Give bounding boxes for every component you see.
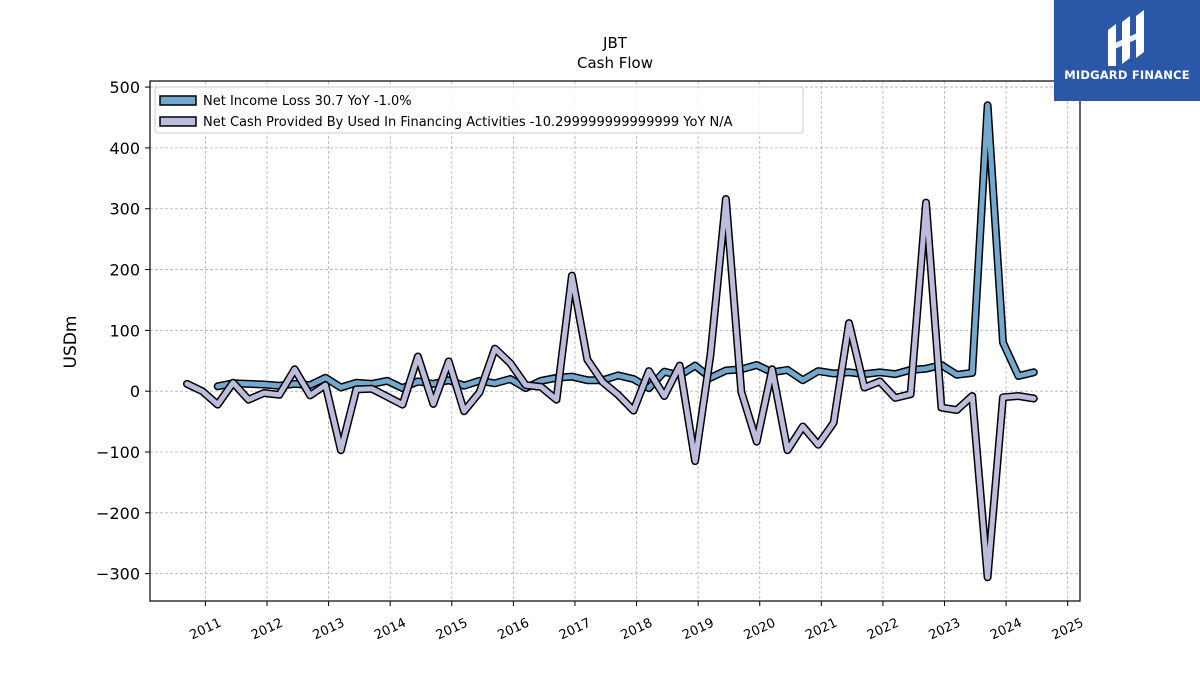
legend-box: [154, 86, 804, 134]
y-tick-label: 300: [109, 200, 140, 219]
series-line: [184, 196, 1037, 580]
legend-swatch: [159, 95, 197, 106]
grid-lines: [150, 81, 1080, 601]
x-tick-label: 2023: [927, 616, 963, 644]
legend-label: Net Income Loss 30.7 YoY -1.0%: [203, 94, 412, 109]
y-tick-label: 0: [130, 382, 140, 401]
x-tick-label: 2020: [742, 616, 778, 644]
series-line: [215, 102, 1037, 391]
x-tick-label: 2018: [619, 616, 655, 644]
y-tick-label: 200: [109, 261, 140, 280]
x-tick-label: 2015: [434, 616, 470, 644]
legend-swatch: [159, 116, 197, 127]
y-tick-label: 400: [109, 139, 140, 158]
x-tick-label: 2017: [557, 616, 593, 644]
x-tick-label: 2024: [988, 616, 1024, 644]
series-2: [183, 195, 1038, 582]
legend-label: Net Cash Provided By Used In Financing A…: [203, 115, 733, 130]
x-tick-label: 2014: [372, 616, 408, 644]
legend: Net Income Loss 30.7 YoY -1.0% Net Cash P…: [154, 86, 804, 134]
x-tick-label: 2019: [680, 616, 716, 644]
y-axis-label: USDm: [61, 316, 81, 369]
x-tick-label: 2025: [1050, 616, 1086, 644]
x-tick-label: 2011: [187, 616, 223, 644]
series-layer: [183, 101, 1038, 582]
x-tick-label: 2013: [311, 616, 347, 644]
chart-title: JBT: [602, 34, 628, 52]
y-tick-label: −100: [96, 443, 140, 462]
chart-subtitle: Cash Flow: [577, 54, 653, 72]
y-tick-label: 500: [109, 78, 140, 97]
plot-area-frame: [149, 80, 1081, 602]
x-tick-label: 2012: [249, 616, 285, 644]
y-tick-label: −300: [96, 565, 140, 584]
x-tick-label: 2021: [803, 616, 839, 644]
y-tick-label: 100: [109, 321, 140, 340]
logo-mark-icon: [1108, 10, 1144, 66]
logo-text: MIDGARD FINANCE: [1064, 68, 1190, 82]
y-tick-label: −200: [96, 504, 140, 523]
brand-logo: MIDGARD FINANCE: [1054, 0, 1200, 101]
x-tick-label: 2022: [865, 616, 901, 644]
x-tick-label: 2016: [495, 616, 531, 644]
